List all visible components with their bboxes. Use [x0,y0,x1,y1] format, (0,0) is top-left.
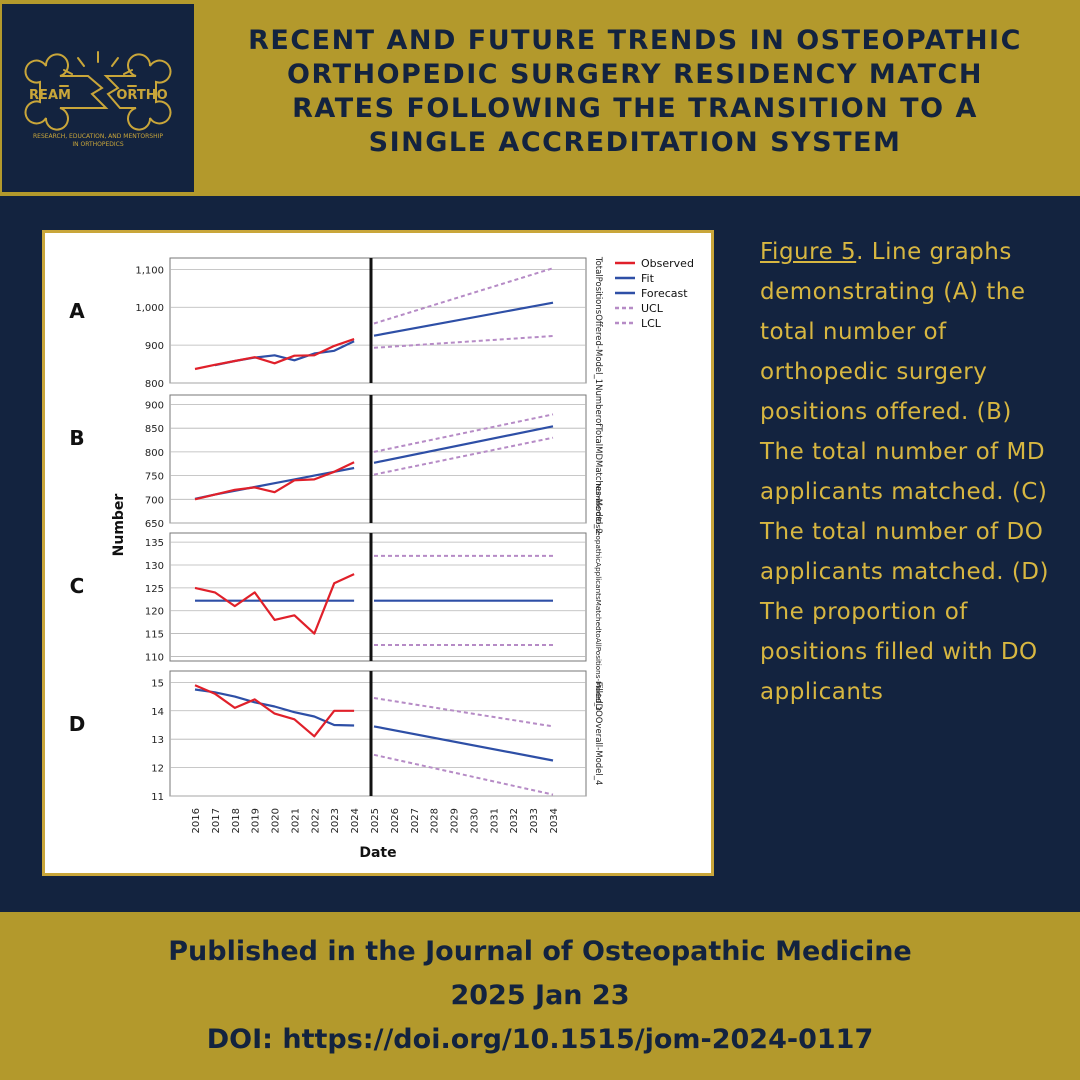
y-tick-label: 12 [151,764,164,775]
y-tick-label: 11 [151,792,164,803]
y-tick-label: 135 [145,538,164,549]
legend-lcl-label: LCL [641,317,662,330]
figure-label: Figure 5 [760,239,857,265]
x-tick-label: 2025 [370,808,381,833]
legend-fit-label: Fit [641,272,655,285]
y-tick-label: 1,000 [135,303,164,314]
ucl-line [373,267,554,325]
panel-letter-D: D [69,712,86,736]
y-axis-title: Number [111,494,127,557]
x-tick-label: 2022 [310,808,321,833]
x-tick-label: 2030 [469,808,480,833]
x-tick-label: 2033 [529,808,540,833]
panel-frame-D [169,670,587,797]
logo: REAM ORTHO RESEARCH, EDUCATION, AND MENT… [2,4,194,192]
chart-area: 800 900 1,000 1,100 A TotalPositionsOffered-M… [45,233,711,873]
y-tick-label: 1,100 [135,265,164,276]
legend-ucl-label: UCL [641,302,664,315]
logo-left-word: REAM [29,88,71,103]
figure-caption: Figure 5. Line graphs demonstrating (A) … [760,232,1060,712]
ucl-line [373,413,554,453]
model-label: FilledDOOverall-Model_4 [593,682,603,786]
x-tick-label: 2023 [330,808,341,833]
logo-tagline-1: RESEARCH, EDUCATION, AND MENTORSHIP [33,133,163,140]
y-tick-label: 850 [145,424,164,435]
title-line-3: RATES FOLLOWING THE TRANSITION TO A [292,93,978,124]
y-tick-label: 110 [145,652,164,663]
observed-line [194,684,355,738]
x-tick-label: 2016 [191,808,202,833]
model-label: NumberofOsteopathicApplicantsMatchedtoAl… [594,483,603,711]
title-line-4: SINGLE ACCREDITATION SYSTEM [368,127,902,158]
page-title: RECENT AND FUTURE TRENDS IN OSTEOPATHIC … [200,24,1070,160]
y-tick-label: 900 [145,341,164,352]
forecast-line [373,425,554,464]
forecast-line [373,725,554,762]
observed-line [194,461,355,501]
y-tick-label: 15 [151,678,164,689]
y-tick-label: 120 [145,607,164,618]
y-tick-label: 13 [151,735,164,746]
observed-line [194,573,355,635]
title-line-1: RECENT AND FUTURE TRENDS IN OSTEOPATHIC [248,25,1022,56]
chart-frame: 800 900 1,000 1,100 A TotalPositionsOffered-M… [42,230,714,876]
x-tick-label: 2019 [251,808,262,833]
logo-tagline-2: IN ORTHOPEDICS [72,141,124,148]
x-tick-label: 2018 [231,808,242,833]
legend-forecast-label: Forecast [641,287,688,300]
y-tick-label: 115 [145,630,164,641]
x-tick-label: 2026 [390,808,401,833]
x-tick-label: 2024 [350,808,361,833]
title-line-2: ORTHOPEDIC SURGERY RESIDENCY MATCH [287,59,983,90]
y-tick-label: 125 [145,584,164,595]
x-tick-label: 2017 [211,808,222,833]
x-axis-title: Date [359,845,396,861]
y-tick-label: 900 [145,400,164,411]
lcl-line [373,436,554,476]
y-tick-label: 14 [151,707,164,718]
y-tick-label: 750 [145,472,164,483]
model-label: NumberofTotalMDMatches-Model_2 [593,384,603,534]
observed-line [194,338,355,371]
y-tick-label: 650 [145,519,164,530]
y-tick-label: 130 [145,561,164,572]
logo-right-word: ORTHO [116,88,167,103]
x-tick-label: 2032 [509,808,520,833]
forecast-line [373,301,554,337]
caption-text: . Line graphs demonstrating (A) the tota… [760,239,1049,705]
bone-logo-icon: REAM ORTHO RESEARCH, EDUCATION, AND MENT… [24,51,172,148]
ucl-line [373,697,554,728]
time-series-chart: 800 900 1,000 1,100 A TotalPositionsOffered-M… [69,256,694,861]
panel-letter-C: C [70,574,85,598]
fit-line [194,688,355,727]
y-tick-label: 700 [145,495,164,506]
panel-frame-C [169,532,587,662]
panel-letter-A: A [69,299,85,323]
footer-banner: Published in the Journal of Osteopathic … [0,912,1080,1080]
x-tick-label: 2029 [450,808,461,833]
model-label: TotalPositionsOffered-Model_1 [593,256,603,384]
journal-line: Published in the Journal of Osteopathic … [168,936,912,967]
panel-frame-B [169,394,587,524]
y-tick-label: 800 [145,379,164,390]
x-tick-label: 2021 [290,808,301,833]
x-tick-label: 2031 [489,808,500,833]
date-line: 2025 Jan 23 [450,980,630,1011]
x-tick-label: 2020 [271,808,282,833]
legend-observed-label: Observed [641,257,694,270]
header-banner: REAM ORTHO RESEARCH, EDUCATION, AND MENT… [0,0,1080,196]
lcl-line [373,753,554,796]
lcl-line [373,335,554,349]
doi-line: DOI: https://doi.org/10.1515/jom-2024-01… [206,1024,874,1055]
x-tick-label: 2028 [430,808,441,833]
y-tick-label: 800 [145,448,164,459]
panel-letter-B: B [69,426,84,450]
citation: Published in the Journal of Osteopathic … [0,930,1080,1062]
x-tick-label: 2027 [410,808,421,833]
x-tick-label: 2034 [549,808,560,833]
